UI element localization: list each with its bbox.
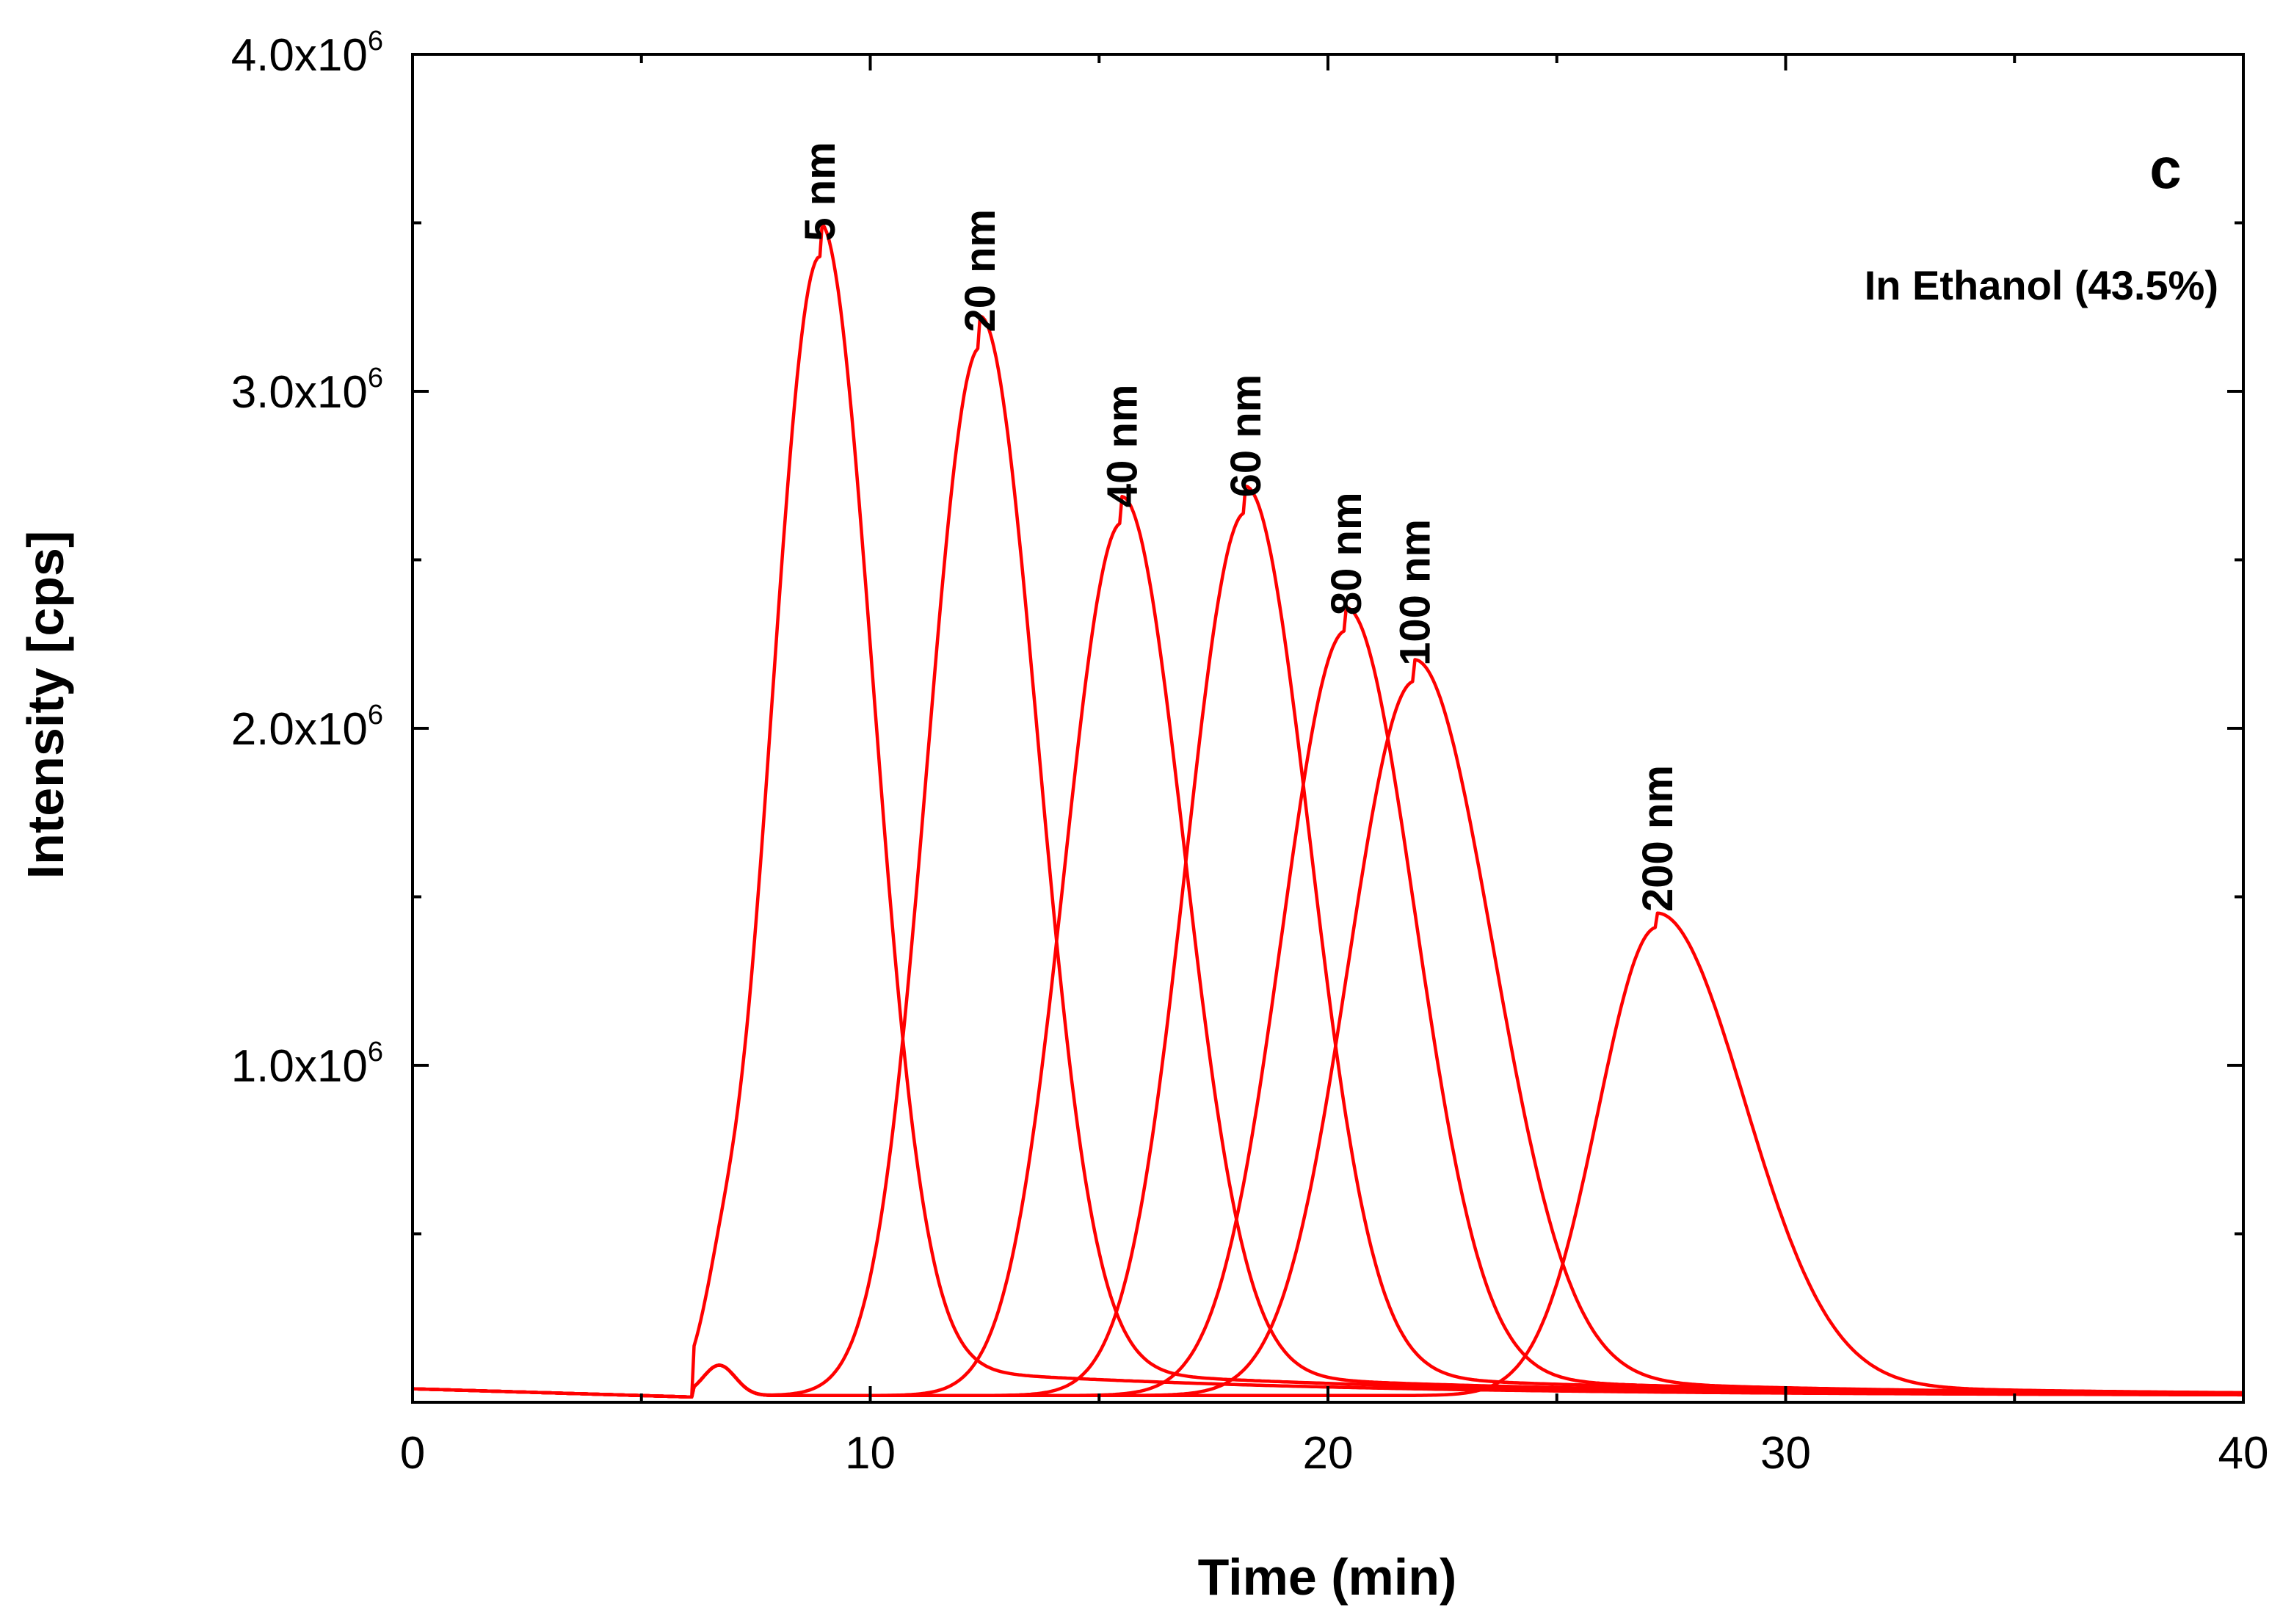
- y-tick-label: 2.0x106: [231, 700, 383, 755]
- peak-label: 5 nm: [796, 142, 844, 241]
- y-tick-label: 4.0x106: [231, 26, 383, 81]
- series-layer: [413, 222, 2243, 1399]
- y-tick-exponent: 6: [368, 26, 383, 57]
- y-tick-label: 3.0x106: [231, 363, 383, 418]
- y-tick-exponent: 6: [368, 363, 383, 394]
- condition-annotation: In Ethanol (43.5%): [1865, 262, 2218, 308]
- peak-labels: 5 nm 20 nm 40 nm 60 nm 80 nm 100 nm 200 nm: [796, 142, 1682, 912]
- series-line: [413, 606, 2243, 1399]
- panel-label: c: [2149, 136, 2181, 200]
- peak-label: 20 nm: [957, 209, 1004, 333]
- peak-label: 80 nm: [1323, 492, 1371, 615]
- x-axis-title: Time (min): [1198, 1548, 1457, 1606]
- y-tick-mantissa: 2.0x10: [231, 704, 368, 755]
- peak-label: 200 nm: [1634, 765, 1682, 912]
- x-tick-label: 0: [400, 1428, 425, 1479]
- x-tick-label: 30: [1760, 1428, 1811, 1479]
- y-tick-mantissa: 1.0x10: [231, 1041, 368, 1092]
- plot-frame: [411, 53, 2245, 1404]
- x-tick-label: 20: [1303, 1428, 1354, 1479]
- peak-label: 100 nm: [1391, 519, 1439, 666]
- y-tick-exponent: 6: [368, 1037, 383, 1067]
- y-tick-mantissa: 4.0x10: [231, 30, 368, 81]
- x-axis: 0 10 20 30 40: [400, 54, 2269, 1479]
- series-line: [413, 314, 2243, 1399]
- y-tick-exponent: 6: [368, 700, 383, 731]
- series-line: [413, 658, 2243, 1399]
- y-tick-mantissa: 3.0x10: [231, 367, 368, 418]
- peak-label: 40 nm: [1098, 385, 1146, 508]
- series-line: [413, 222, 2243, 1399]
- y-axis-title: Intensity [cps]: [17, 531, 74, 880]
- series-line: [413, 484, 2243, 1399]
- series-line: [413, 495, 2243, 1399]
- x-tick-label: 40: [2218, 1428, 2269, 1479]
- peak-label: 60 nm: [1222, 374, 1270, 498]
- x-tick-label: 10: [845, 1428, 896, 1479]
- y-tick-label: 1.0x106: [231, 1037, 383, 1092]
